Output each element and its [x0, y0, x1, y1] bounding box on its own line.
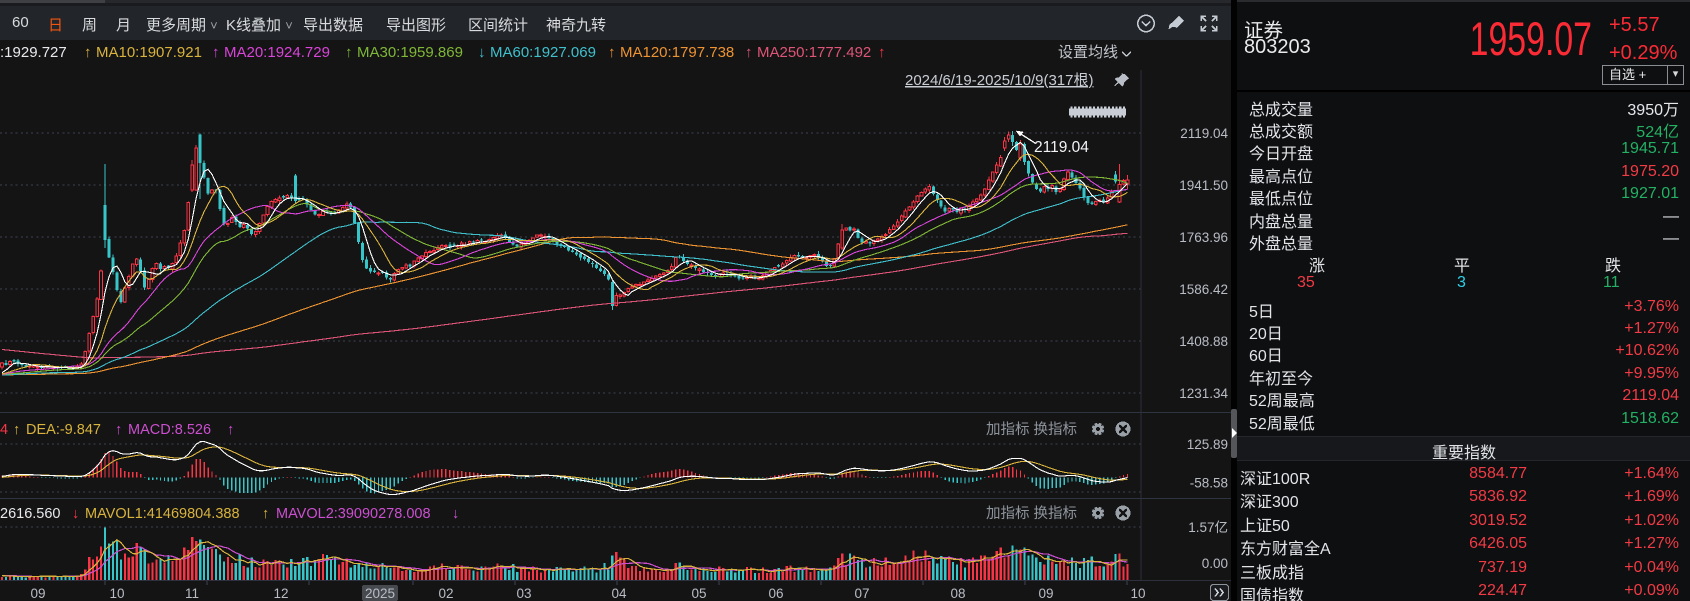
svg-text:2616.560↓MAVOL1:41469804.388↑M: 2616.560 ↓ MAVOL1:41469804.388 ↑ MAVOL2:3909…: [0, 506, 459, 522]
svg-text:2119.04: 2119.04: [1180, 126, 1228, 141]
svg-text:0.00: 0.00: [1202, 556, 1228, 571]
svg-text:1941.50: 1941.50: [1179, 178, 1228, 193]
svg-text:07: 07: [854, 586, 869, 601]
svg-text:06: 06: [768, 586, 783, 601]
svg-text:2119.04: 2119.04: [1034, 139, 1089, 156]
svg-text:09: 09: [30, 586, 45, 601]
svg-text:03: 03: [516, 586, 531, 601]
svg-text:2024/6/19-2025/10/9(317根): 2024/6/19-2025/10/9(317根): [905, 72, 1093, 89]
svg-text:1.57亿: 1.57亿: [1188, 520, 1228, 535]
svg-text:设置均线: 设置均线: [1058, 44, 1118, 61]
svg-text:05: 05: [691, 586, 706, 601]
svg-text:1231.34: 1231.34: [1179, 386, 1228, 401]
svg-text:加指标 换指标: 加指标 换指标: [986, 421, 1077, 438]
svg-text:125.89: 125.89: [1187, 437, 1228, 452]
svg-text:08: 08: [950, 586, 965, 601]
svg-text:12: 12: [273, 586, 288, 601]
svg-text:10: 10: [109, 586, 124, 601]
svg-text:1408.88: 1408.88: [1179, 334, 1228, 349]
svg-text::1929.727↑MA10:1907.921↑MA20:1: :1929.727 ↑ MA10:1907.921 ↑ MA20:1924.729 ↑ MA…: [0, 44, 886, 61]
svg-text:4↑DEA:-9.847↑MACD:8.526↑: 4 ↑ DEA:-9.847 ↑ MACD:8.526 ↑: [0, 422, 234, 438]
svg-text:-58.58: -58.58: [1190, 476, 1228, 491]
svg-text:1586.42: 1586.42: [1179, 282, 1228, 297]
svg-text:10: 10: [1130, 586, 1145, 601]
svg-text:11: 11: [185, 586, 199, 601]
svg-text:加指标 换指标: 加指标 换指标: [986, 505, 1077, 522]
svg-text:2025: 2025: [365, 586, 395, 601]
svg-text:02: 02: [438, 586, 453, 601]
svg-text:1763.96: 1763.96: [1179, 230, 1228, 245]
svg-text:04: 04: [611, 586, 627, 601]
svg-text:09: 09: [1038, 586, 1053, 601]
